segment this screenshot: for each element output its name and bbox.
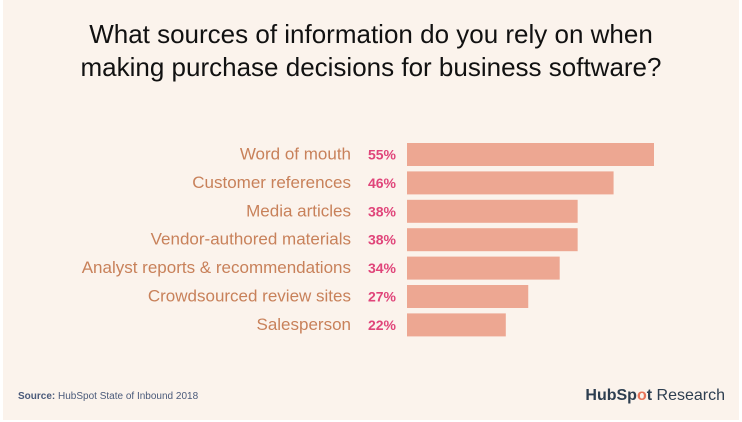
source-label: Source: bbox=[18, 391, 56, 402]
value-label-3: 38% bbox=[368, 232, 397, 248]
bar-4 bbox=[407, 256, 560, 280]
source-note: Source: HubSpot State of Inbound 2018 bbox=[18, 391, 198, 402]
category-label-5: Crowdsourced review sites bbox=[148, 287, 351, 306]
bar-chart: 55% Word of mouth 46% Customer references 38… bbox=[82, 143, 654, 337]
chart-card: What sources of information do you rely … bbox=[3, 0, 739, 420]
value-label-1: 46% bbox=[368, 175, 397, 191]
value-label-5: 27% bbox=[368, 289, 397, 305]
category-label-4: Analyst reports & recommendations bbox=[82, 258, 351, 277]
category-label-3: Vendor-authored materials bbox=[151, 230, 351, 249]
category-label-2: Media articles bbox=[246, 201, 351, 220]
brand-research-text: Research bbox=[656, 387, 725, 404]
category-label-6: Salesperson bbox=[256, 315, 351, 334]
chart-title-line-2: making purchase decisions for business s… bbox=[80, 52, 662, 82]
value-label-2: 38% bbox=[368, 203, 397, 219]
bar-3 bbox=[407, 228, 578, 252]
chart-title-line-1: What sources of information do you rely … bbox=[89, 19, 653, 49]
bar-1 bbox=[407, 171, 614, 195]
sprocket-icon: o bbox=[636, 387, 647, 404]
bar-6 bbox=[407, 313, 506, 337]
bar-0 bbox=[407, 143, 654, 166]
brand-t-text: t bbox=[646, 387, 653, 404]
brand-hub-text: HubSp bbox=[585, 387, 637, 404]
bar-5 bbox=[407, 285, 529, 308]
value-label-6: 22% bbox=[368, 317, 397, 333]
category-label-1: Customer references bbox=[192, 173, 351, 192]
hubspot-research-logo: HubSpot Research bbox=[585, 387, 725, 405]
value-label-4: 34% bbox=[368, 260, 397, 276]
source-text: HubSpot State of Inbound 2018 bbox=[58, 391, 199, 402]
value-label-0: 55% bbox=[368, 147, 397, 163]
chart-title: What sources of information do you rely … bbox=[3, 18, 739, 84]
bar-2 bbox=[407, 199, 578, 223]
category-label-0: Word of mouth bbox=[240, 145, 351, 164]
